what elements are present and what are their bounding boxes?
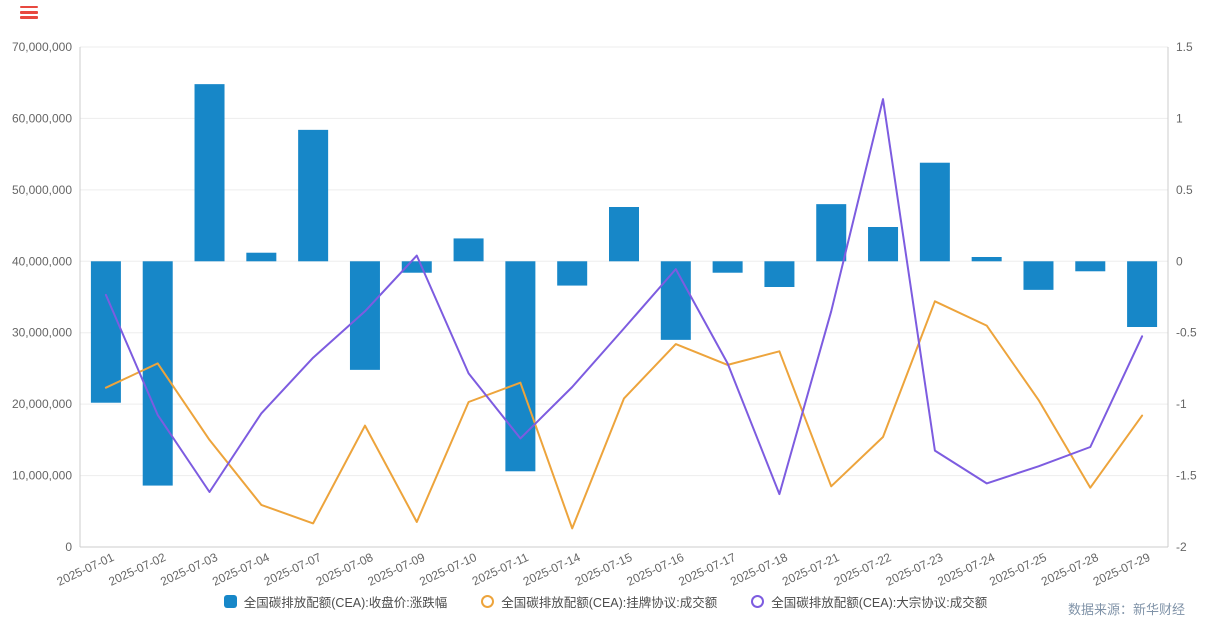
x-axis-tick-label: 2025-07-21 <box>780 550 842 589</box>
menu-bar <box>20 11 38 14</box>
data-source-note: 数据来源：新华财经 <box>1067 602 1185 617</box>
bar-2025-07-25[interactable] <box>1023 261 1054 290</box>
line-series-1[interactable] <box>104 98 1144 496</box>
right-axis-tick-label: -1.5 <box>1176 469 1197 483</box>
x-axis-tick-label: 2025-07-01 <box>55 550 117 589</box>
bar-2025-07-23[interactable] <box>919 162 950 262</box>
right-axis-tick-label: 1 <box>1176 111 1183 125</box>
line-series-marker-icon <box>751 595 765 608</box>
bar-2025-07-02[interactable] <box>142 261 173 486</box>
bar-2025-07-24[interactable] <box>971 257 1002 262</box>
legend-label: 全国碳排放配额(CEA):挂牌协议:成交额 <box>501 596 718 610</box>
bar-2025-07-17[interactable] <box>712 261 743 273</box>
right-axis-tick-label: -0.5 <box>1176 326 1197 340</box>
x-axis-tick-label: 2025-07-04 <box>210 550 272 589</box>
legend-item-close-price-change[interactable]: 全国碳排放配额(CEA):收盘价:涨跌幅 <box>223 592 448 611</box>
left-axis-tick-label: 20,000,000 <box>12 397 72 411</box>
bar-2025-07-14[interactable] <box>557 261 588 286</box>
chart-legend: 全国碳排放配额(CEA):收盘价:涨跌幅 全国碳排放配额(CEA):挂牌协议:成… <box>0 592 1211 611</box>
line-series-marker-icon <box>481 595 495 608</box>
bar-2025-07-18[interactable] <box>764 261 795 287</box>
bar-2025-07-16[interactable] <box>660 261 691 340</box>
bar-2025-07-04[interactable] <box>246 252 277 262</box>
right-axis-tick-label: 1.5 <box>1176 40 1193 54</box>
x-axis-tick-label: 2025-07-25 <box>987 550 1049 589</box>
bar-2025-07-01[interactable] <box>90 261 121 403</box>
x-axis-tick-label: 2025-07-17 <box>676 550 738 589</box>
bar-2025-07-11[interactable] <box>505 261 536 472</box>
x-axis-tick-label: 2025-07-24 <box>935 550 997 589</box>
left-axis-tick-label: 50,000,000 <box>12 183 72 197</box>
left-axis-tick-label: 60,000,000 <box>12 111 72 125</box>
right-axis-tick-label: -1 <box>1176 397 1187 411</box>
legend-item-block-agreement-turnover[interactable]: 全国碳排放配额(CEA):大宗协议:成交额 <box>751 592 987 611</box>
line-series-0[interactable] <box>104 300 1144 530</box>
bar-2025-07-07[interactable] <box>298 129 329 262</box>
x-axis-tick-label: 2025-07-22 <box>832 550 894 589</box>
x-axis-tick-label: 2025-07-03 <box>158 550 220 589</box>
legend-item-listed-agreement-turnover[interactable]: 全国碳排放配额(CEA):挂牌协议:成交额 <box>481 592 717 611</box>
right-axis-tick-label: 0.5 <box>1176 183 1193 197</box>
x-axis-tick-label: 2025-07-02 <box>106 550 168 589</box>
x-axis-tick-label: 2025-07-10 <box>417 550 479 589</box>
x-axis-tick-label: 2025-07-11 <box>470 550 531 588</box>
x-axis-tick-label: 2025-07-09 <box>365 550 427 589</box>
x-axis-tick-label: 2025-07-07 <box>262 550 324 589</box>
x-axis-tick-label: 2025-07-29 <box>1091 550 1153 589</box>
bar-2025-07-10[interactable] <box>453 238 484 262</box>
bar-2025-07-28[interactable] <box>1075 261 1106 272</box>
bar-2025-07-21[interactable] <box>816 204 847 262</box>
x-axis-tick-label: 2025-07-14 <box>521 550 583 589</box>
bar-2025-07-08[interactable] <box>349 261 380 370</box>
hamburger-menu-icon[interactable] <box>20 6 38 21</box>
menu-bar <box>20 6 38 9</box>
bar-2025-07-09[interactable] <box>401 261 432 273</box>
left-axis-tick-label: 30,000,000 <box>12 326 72 340</box>
x-axis-tick-label: 2025-07-08 <box>314 550 376 589</box>
menu-bar <box>20 16 38 19</box>
left-axis-tick-label: 40,000,000 <box>12 254 72 268</box>
bar-2025-07-15[interactable] <box>609 207 639 262</box>
right-axis-tick-label: -2 <box>1176 540 1187 554</box>
bar-2025-07-29[interactable] <box>1127 261 1158 327</box>
left-axis-tick-label: 10,000,000 <box>12 469 72 483</box>
bar-series-marker-icon <box>223 595 237 608</box>
x-axis-tick-label: 2025-07-23 <box>884 550 946 589</box>
bar-2025-07-22[interactable] <box>868 227 899 262</box>
left-axis-tick-label: 0 <box>65 540 72 554</box>
x-axis-tick-label: 2025-07-15 <box>573 550 635 589</box>
x-axis-tick-label: 2025-07-16 <box>625 550 687 589</box>
legend-label: 全国碳排放配额(CEA):收盘价:涨跌幅 <box>243 596 448 610</box>
chart-plot-area[interactable]: 0 10,000,000 20,000,000 30,000,000 40,000,00… <box>0 0 1211 590</box>
right-axis-tick-label: 0 <box>1176 254 1183 268</box>
bar-2025-07-03[interactable] <box>194 84 225 262</box>
x-axis-tick-label: 2025-07-28 <box>1039 550 1101 589</box>
left-axis-tick-label: 70,000,000 <box>12 40 72 54</box>
x-axis-tick-label: 2025-07-18 <box>728 550 790 589</box>
legend-label: 全国碳排放配额(CEA):大宗协议:成交额 <box>771 596 988 610</box>
